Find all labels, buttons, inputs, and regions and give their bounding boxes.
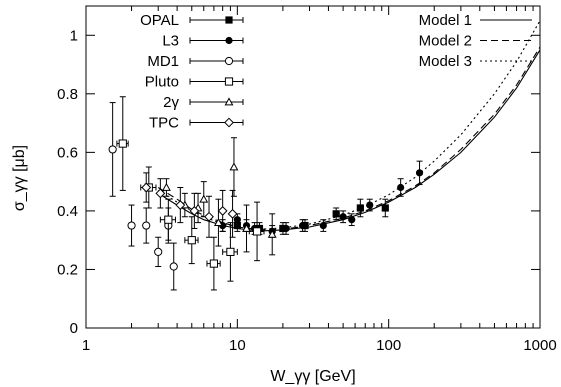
legend-data: OPAL L3 MD1 Pluto 2γ TPC	[140, 12, 243, 132]
data-point-l3	[299, 222, 306, 229]
legend-marker-md1	[225, 57, 232, 64]
legend-label: L3	[162, 33, 179, 50]
data-point-l3	[320, 222, 327, 229]
x-tick-label: 1000	[523, 337, 556, 354]
data-point-pluto	[165, 216, 172, 223]
data-point-l3	[416, 169, 423, 176]
legend-models: Model 1 Model 2 Model 3	[419, 12, 532, 70]
data-point-l3	[340, 213, 347, 220]
data-point-l3	[366, 201, 373, 208]
legend-marker-pluto	[225, 78, 232, 85]
legend-label: Pluto	[145, 74, 179, 91]
data-point-2γ	[163, 184, 170, 190]
curve-model-2	[158, 47, 540, 230]
legend-label: OPAL	[140, 12, 179, 29]
legend-marker-opal	[225, 16, 232, 23]
data-point-l3	[234, 216, 241, 223]
x-tick-label: 10	[229, 337, 246, 354]
data-point-md1	[128, 222, 135, 229]
y-tick-label: 0	[70, 320, 78, 337]
x-tick-label: 1	[82, 337, 90, 354]
legend-label: MD1	[147, 53, 179, 70]
y-tick-label: 0.8	[57, 86, 78, 103]
y-tick-label: 1	[70, 27, 78, 44]
data-point-md1	[143, 222, 150, 229]
data-point-pluto	[253, 228, 260, 235]
y-axis-title: σ_γγ [μb]	[11, 145, 28, 211]
data-point-md1	[109, 146, 116, 153]
legend-label: Model 1	[419, 12, 472, 29]
x-tick-label: 100	[376, 337, 401, 354]
data-point-md1	[170, 263, 177, 270]
data-point-2γ	[230, 163, 237, 169]
data-point-md1	[155, 248, 162, 255]
y-tick-label: 0.4	[57, 203, 78, 220]
legend-label: Model 2	[419, 33, 472, 50]
legend-marker-l3	[225, 37, 232, 44]
data-point-pluto	[227, 248, 234, 255]
data-point-opal	[333, 210, 340, 217]
data-point-pluto	[210, 260, 217, 267]
legend-marker-tpc	[225, 118, 233, 126]
legend-label: Model 3	[419, 53, 472, 70]
data-point-pluto	[119, 140, 126, 147]
legend-label: TPC	[149, 115, 179, 132]
y-tick-label: 0.2	[57, 261, 78, 278]
y-tick-label: 0.6	[57, 144, 78, 161]
data-point-l3	[397, 184, 404, 191]
data-point-tpc	[218, 207, 226, 215]
axis-ticks: 1 10 100 1000 0 0.2 0.4 0.6 0.8 1	[57, 6, 557, 354]
curve-model-3	[158, 21, 540, 230]
data-point-l3	[282, 225, 289, 232]
data-point-pluto	[188, 237, 195, 244]
data-point-l3	[348, 216, 355, 223]
curve-model-1	[158, 50, 540, 231]
legend-label: 2γ	[163, 94, 179, 111]
data-point-opal	[357, 204, 364, 211]
x-axis-title: W_γγ [GeV]	[270, 368, 355, 385]
data-point-opal	[382, 204, 389, 211]
